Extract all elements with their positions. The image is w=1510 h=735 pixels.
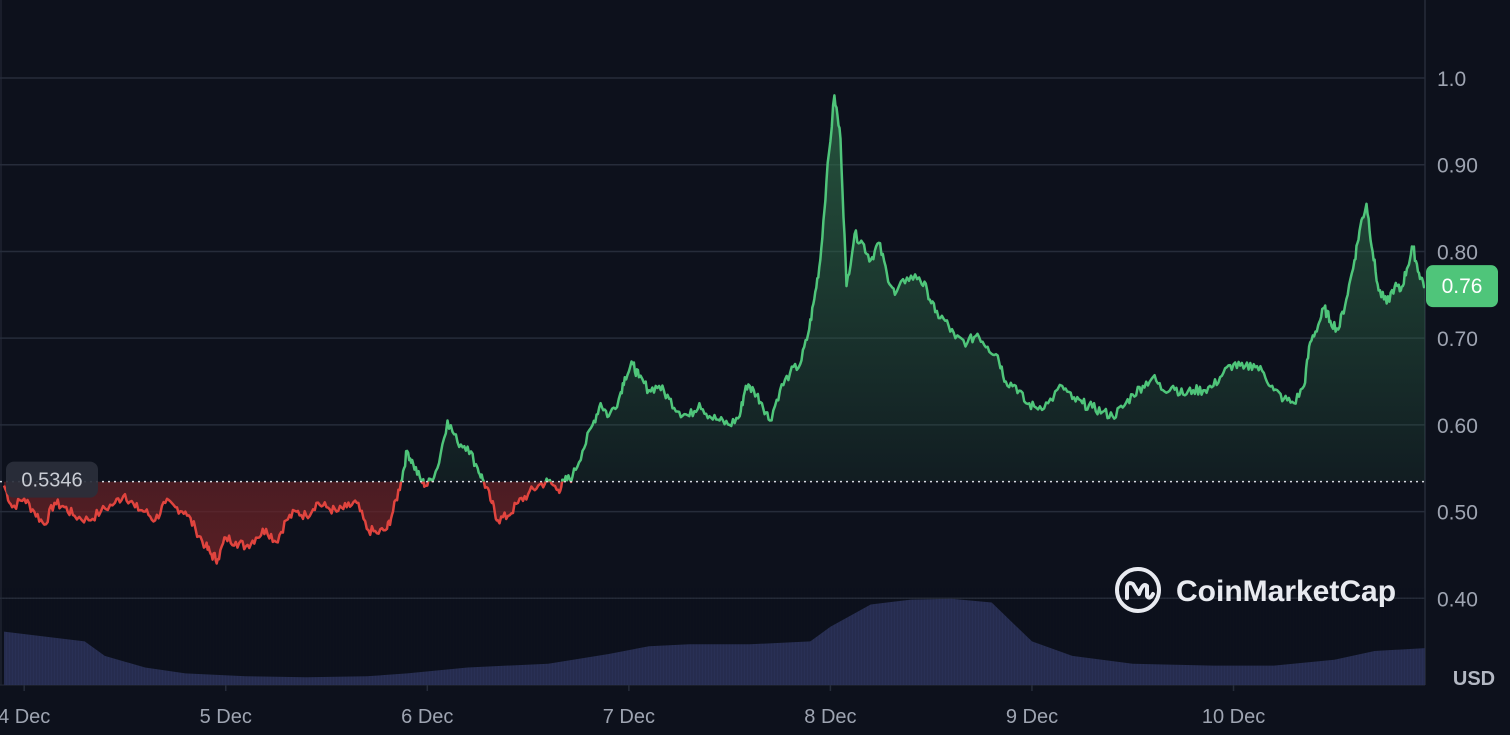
y-tick-label: 0.40 — [1437, 588, 1478, 611]
x-tick-label: 6 Dec — [401, 706, 453, 728]
x-tick-label: 10 Dec — [1202, 706, 1265, 728]
x-axis: 4 Dec 5 Dec 6 Dec 7 Dec 8 Dec 9 Dec 10 Dec — [0, 685, 1265, 728]
coinmarketcap-logo-icon — [1115, 567, 1161, 613]
y-tick-label: 0.70 — [1437, 328, 1478, 351]
coinmarketcap-watermark: CoinMarketCap — [1115, 567, 1396, 613]
currency-label: USD — [1453, 668, 1495, 690]
x-tick-label: 7 Dec — [603, 706, 655, 728]
y-tick-label: 0.50 — [1437, 502, 1478, 525]
watermark-text: CoinMarketCap — [1176, 575, 1396, 608]
y-tick-label: 0.60 — [1437, 415, 1478, 438]
x-tick-label: 5 Dec — [200, 706, 252, 728]
current-price-label: 0.76 — [1442, 275, 1483, 298]
volume-area — [1, 588, 1425, 685]
price-area — [4, 95, 1425, 564]
price-line-up — [399, 94, 1425, 482]
current-price-badge: 0.76 — [1426, 265, 1498, 308]
reference-price-badge: 0.5346 — [6, 461, 98, 498]
volume-shape — [4, 598, 1425, 685]
price-area-up — [401, 95, 1425, 482]
y-tick-label: 0.80 — [1437, 241, 1478, 264]
price-area-down — [4, 481, 1425, 564]
y-axis: 0.40 0.50 0.60 0.70 0.80 0.90 1.0 — [1437, 68, 1478, 611]
x-tick-label: 9 Dec — [1006, 706, 1058, 728]
price-line — [2, 94, 1425, 565]
x-tick-label: 4 Dec — [0, 706, 50, 728]
y-tick-label: 1.0 — [1437, 68, 1466, 91]
x-tick-label: 8 Dec — [804, 706, 856, 728]
y-tick-label: 0.90 — [1437, 155, 1478, 178]
reference-price-label: 0.5346 — [21, 470, 82, 492]
price-line-down — [2, 481, 573, 565]
